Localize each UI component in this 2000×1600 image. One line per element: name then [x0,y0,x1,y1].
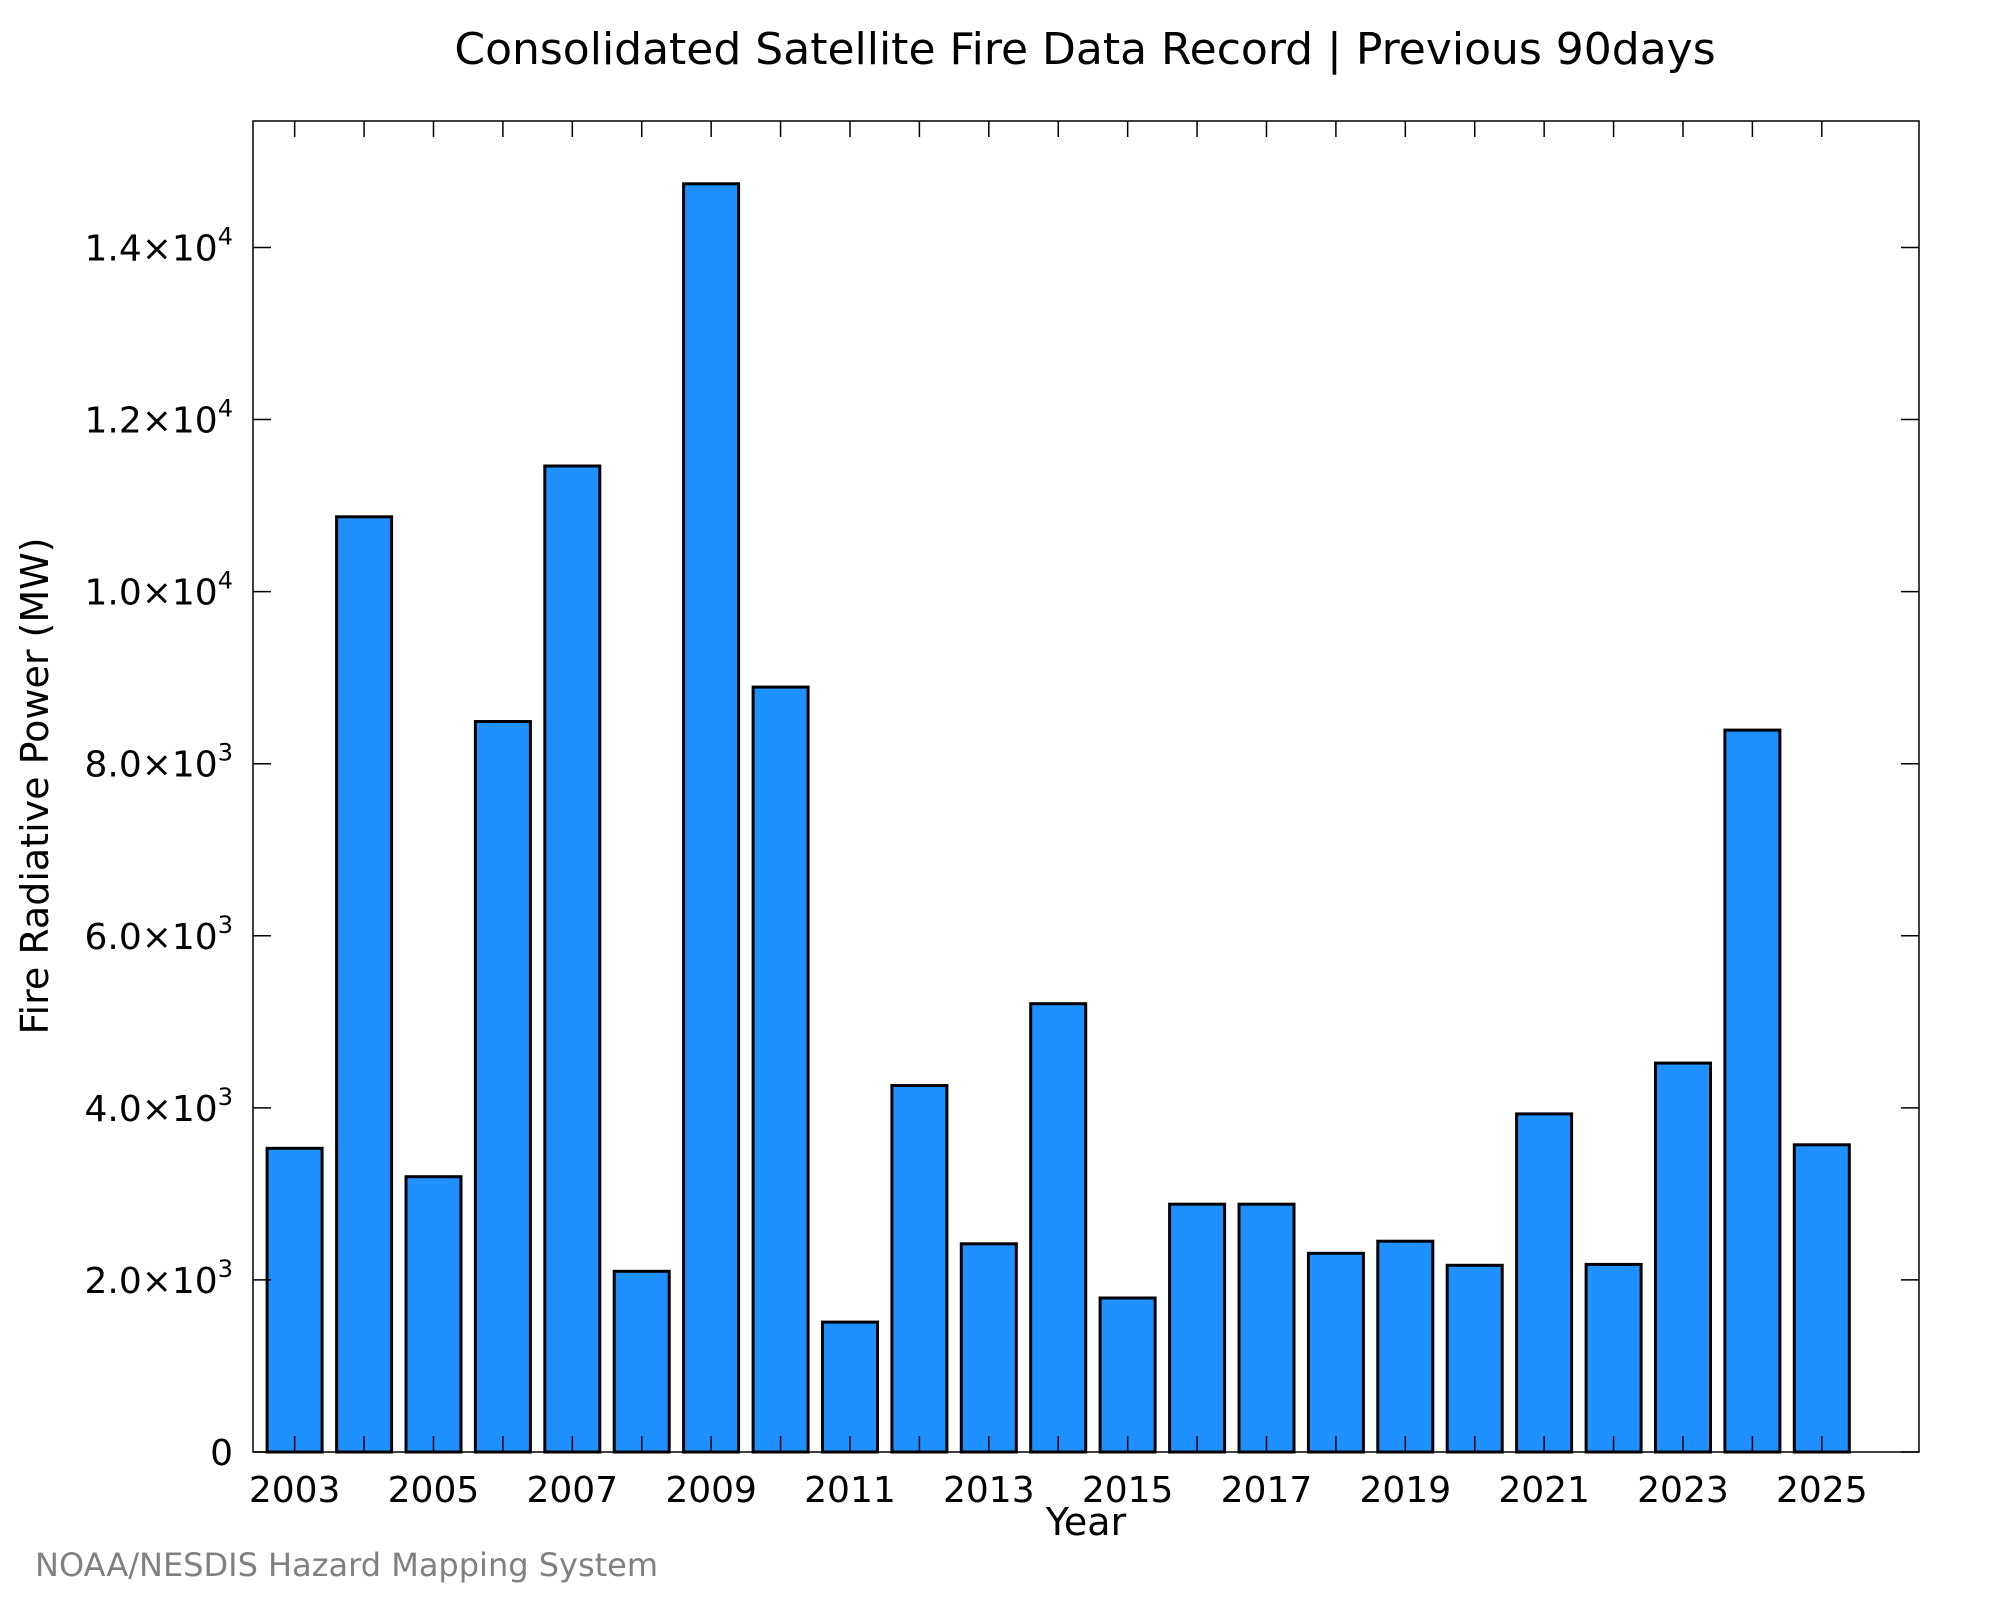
bar-2018 [1306,1251,1365,1454]
bar-2024 [1723,728,1782,1454]
bar-2010 [751,685,810,1454]
y-tick-label-14000: 1.4×104 [84,222,233,269]
x-tick-label-2023: 2023 [1637,1470,1729,1511]
bar-2003 [265,1146,324,1454]
y-tick-label-2000: 2.0×103 [84,1255,233,1302]
y-axis-label: Fire Radiative Power (MW) [13,537,57,1034]
bar-2016 [1168,1202,1227,1454]
bar-2005 [404,1175,463,1454]
bar-2025 [1792,1143,1851,1454]
y-tick-label-4000: 4.0×103 [84,1083,233,1130]
y-tick-label-12000: 1.2×104 [84,395,233,442]
x-tick-label-2019: 2019 [1360,1470,1452,1511]
x-tick-label-2009: 2009 [665,1470,757,1511]
bar-2004 [335,515,394,1454]
bar-2019 [1376,1239,1435,1454]
source-credit: NOAA/NESDIS Hazard Mapping System [35,1546,658,1584]
bar-2007 [543,464,602,1454]
ticks-group: 2003 2005 2007 2009 2011 2013 2015 2017 2019 2021… [84,121,1919,1511]
bar-2015 [1098,1296,1157,1454]
chart-title: Consolidated Satellite Fire Data Record … [454,24,1715,75]
x-tick-label-2011: 2011 [804,1470,896,1511]
plot-frame [252,120,1920,1453]
bar-2021 [1515,1112,1574,1454]
bar-2012 [890,1084,949,1454]
bar-2017 [1237,1202,1296,1454]
x-tick-label-2015: 2015 [1082,1470,1174,1511]
x-tick-label-2025: 2025 [1776,1470,1868,1511]
x-tick-label-2007: 2007 [527,1470,619,1511]
x-tick-label-2005: 2005 [388,1470,480,1511]
bar-2023 [1654,1061,1712,1454]
y-tick-label-6000: 6.0×103 [84,911,233,958]
y-tick-label-10000: 1.0×104 [84,567,233,614]
bar-2013 [959,1242,1018,1454]
x-tick-label-2021: 2021 [1498,1470,1590,1511]
bars-group [265,182,1851,1454]
y-tick-label-8000: 8.0×103 [84,739,233,786]
bar-2022 [1584,1262,1643,1454]
y-tick-label-0: 0 [210,1433,233,1474]
x-tick-label-2013: 2013 [943,1470,1035,1511]
bar-2008 [612,1269,671,1454]
x-axis-label: Year [1045,1500,1127,1544]
bar-2020 [1445,1263,1504,1454]
bar-2006 [473,720,532,1454]
bar-2009 [682,182,741,1454]
bar-2014 [1029,1002,1088,1454]
x-tick-label-2003: 2003 [249,1470,341,1511]
x-tick-label-2017: 2017 [1221,1470,1313,1511]
bar-2011 [821,1320,879,1454]
